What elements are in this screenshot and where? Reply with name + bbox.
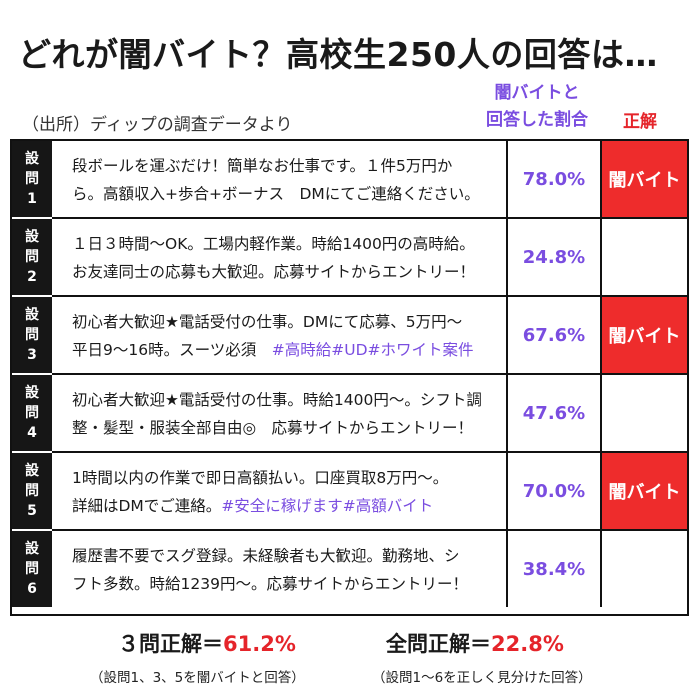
scam-answer-rate: 70.0%	[506, 453, 600, 529]
correct-answer-badge: 闇バイト	[600, 453, 687, 529]
row-divider	[52, 373, 687, 375]
answer-column-header: 正解	[623, 112, 657, 132]
summary-three-correct-note: （設問1、3、5を闇バイトと回答）	[90, 670, 305, 686]
job-ad-text: 初心者大歓迎★電話受付の仕事。時給1400円～。シフト調 整・髪型・服装全部自由…	[72, 391, 482, 437]
correct-answer-badge	[600, 375, 687, 451]
row-divider	[52, 217, 687, 219]
row-divider	[52, 295, 687, 297]
job-ad-text: 1時間以内の作業で即日高額払い。口座買取8万円～。 詳細はDMでご連絡。#安全に…	[72, 469, 449, 515]
scam-answer-rate: 24.8%	[506, 219, 600, 295]
correct-answer-badge: 闇バイト	[600, 141, 687, 217]
row-divider	[52, 451, 687, 453]
summary-three-correct: ３問正解＝61.2%	[118, 632, 296, 656]
hashtags: #高時給#UD#ホワイト案件	[271, 341, 474, 359]
scam-answer-rate: 47.6%	[506, 375, 600, 451]
row-divider	[52, 529, 687, 531]
job-ad-text: 段ボールを運ぶだけ！簡単なお仕事です。１件5万円か ら。高額収入+歩合+ボーナス…	[72, 157, 480, 203]
hashtags: #安全に稼げます#高額バイト	[221, 497, 434, 515]
correct-answer-badge	[600, 219, 687, 295]
job-ad-text: 履歴書不要でスグ登録。未経験者も大歓迎。勤務地、シ フト多数。時給1239円～。…	[72, 547, 468, 593]
job-ad-text: １日３時間～OK。工場内軽作業。時給1400円の高時給。 お友達同士の応募も大歓…	[72, 235, 476, 281]
scam-answer-rate: 78.0%	[506, 141, 600, 217]
summary-all-correct: 全問正解＝22.8%	[386, 632, 564, 656]
job-ad-text: 初心者大歓迎★電話受付の仕事。DMにて応募、5万円～ 平日9～16時。スーツ必須…	[72, 313, 474, 359]
scam-answer-rate: 67.6%	[506, 297, 600, 373]
rate-header-line2: 回答した割合	[486, 110, 588, 130]
scam-answer-rate: 38.4%	[506, 531, 600, 607]
source-note: （出所）ディップの調査データより	[22, 115, 293, 135]
correct-answer-badge	[600, 531, 687, 607]
summary-all-correct-note: （設問1～6を正しく見分けた回答）	[372, 670, 592, 686]
page-title: どれが闇バイト？高校生250人の回答は…	[18, 35, 658, 74]
rate-header-line1: 闇バイトと	[494, 83, 580, 103]
rate-column-header: 闇バイトと 回答した割合	[472, 80, 602, 134]
correct-answer-badge: 闇バイト	[600, 297, 687, 373]
